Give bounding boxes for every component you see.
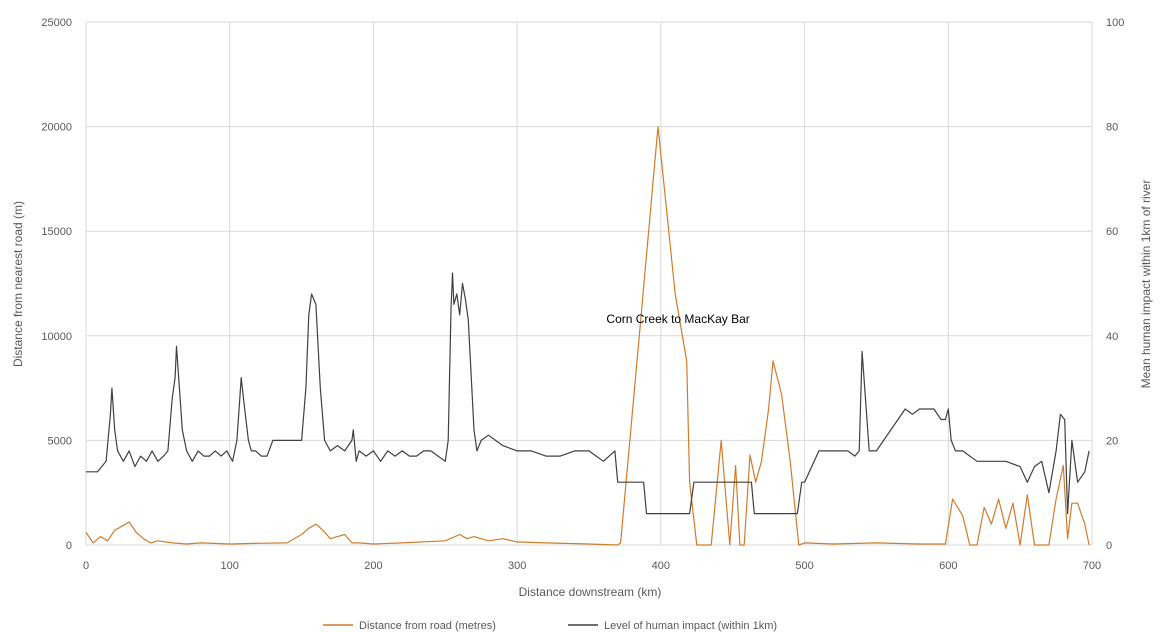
x-axis-title: Distance downstream (km) xyxy=(519,585,662,599)
x-tick-label-5: 500 xyxy=(795,560,813,572)
x-tick-label-1: 100 xyxy=(221,560,239,572)
road-distance-line xyxy=(85,125,1090,546)
y2-tick-label-0: 0 xyxy=(1106,540,1112,552)
y2-tick-label-1: 20 xyxy=(1106,435,1118,447)
y-tick-label-4: 20000 xyxy=(41,122,72,134)
gridlines xyxy=(85,21,1093,546)
legend-label-impact: Level of human impact (within 1km) xyxy=(604,620,777,632)
x-tick-label-0: 0 xyxy=(83,560,89,572)
y2-axis-title: Mean human impact within 1km of river xyxy=(1139,180,1153,389)
y-tick-labels: 0 5000 10000 15000 20000 25000 xyxy=(41,17,72,552)
y2-tick-label-4: 80 xyxy=(1106,122,1118,134)
x-tick-label-4: 400 xyxy=(652,560,670,572)
x-tick-label-6: 600 xyxy=(939,560,957,572)
impact-line xyxy=(86,272,1090,515)
legend: Distance from road (metres) Level of hum… xyxy=(323,620,777,632)
x-tick-labels: 0 100 200 300 400 500 600 700 xyxy=(83,560,1101,572)
y-tick-label-2: 10000 xyxy=(41,331,72,343)
y-tick-label-5: 25000 xyxy=(41,17,72,29)
legend-label-road: Distance from road (metres) xyxy=(359,620,496,632)
y-tick-label-1: 5000 xyxy=(48,435,72,447)
series-road xyxy=(85,125,1090,546)
x-tick-label-7: 700 xyxy=(1083,560,1101,572)
y-tick-label-0: 0 xyxy=(66,540,72,552)
y2-tick-labels: 0 20 40 60 80 100 xyxy=(1106,17,1124,552)
y-axis-title: Distance from nearest road (m) xyxy=(11,201,25,367)
y-tick-label-3: 15000 xyxy=(41,226,72,238)
annotation-corn-creek: Corn Creek to MacKay Bar xyxy=(606,312,749,326)
series-impact xyxy=(86,272,1090,515)
x-tick-label-3: 300 xyxy=(508,560,526,572)
y2-tick-label-3: 60 xyxy=(1106,226,1118,238)
y2-tick-label-5: 100 xyxy=(1106,17,1124,29)
y2-tick-label-2: 40 xyxy=(1106,331,1118,343)
x-tick-label-2: 200 xyxy=(364,560,382,572)
